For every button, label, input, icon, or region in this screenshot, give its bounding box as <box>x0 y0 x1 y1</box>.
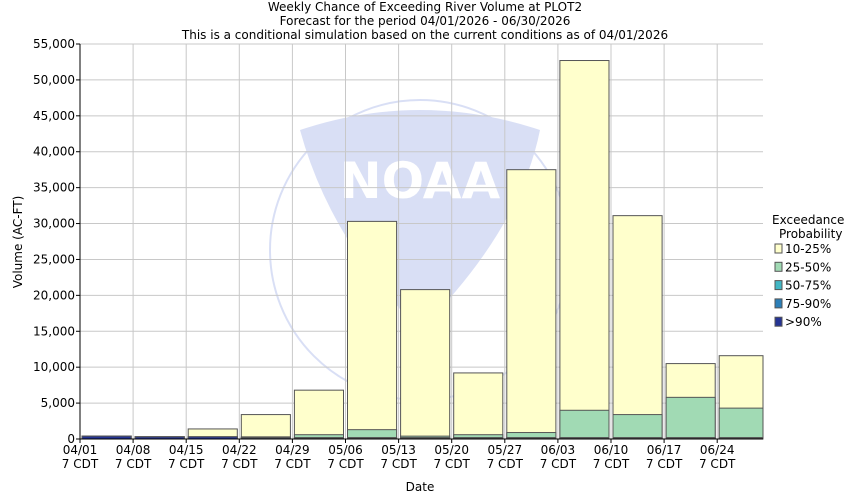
y-tick-label: 40,000 <box>33 145 75 159</box>
axes: 0 5,000 10,000 15,000 20,000 25,000 30,000 35,0… <box>33 37 763 471</box>
legend-label: 75-90% <box>785 297 831 311</box>
legend-swatch <box>774 280 783 291</box>
legend-label: >90% <box>785 315 822 329</box>
legend-label: 10-25% <box>785 242 831 256</box>
x-tick-sublabel: 7 CDT <box>699 457 736 471</box>
x-tick-label: 04/15 <box>169 443 204 457</box>
legend-label: 50-75% <box>785 279 831 293</box>
x-tick-sublabel: 7 CDT <box>487 457 524 471</box>
bar-1025 <box>612 215 663 440</box>
x-tick-sublabel: 7 CDT <box>62 457 99 471</box>
x-tick-label: 06/10 <box>594 443 629 457</box>
y-tick-label: 20,000 <box>33 288 75 302</box>
bar-1025 <box>506 169 557 440</box>
y-tick-label: 50,000 <box>33 73 75 87</box>
x-tick-sublabel: 7 CDT <box>380 457 417 471</box>
x-tick-sublabel: 7 CDT <box>115 457 152 471</box>
legend-swatch <box>774 316 783 327</box>
x-tick-sublabel: 7 CDT <box>327 457 364 471</box>
y-axis-label: Volume (AC-FT) <box>11 196 25 289</box>
legend-swatch <box>774 243 783 254</box>
chart-subtitle-2: This is a conditional simulation based o… <box>181 28 669 42</box>
bar-1025 <box>240 414 291 440</box>
y-tick-label: 30,000 <box>33 217 75 231</box>
legend-title-1: Exceedance <box>772 213 844 227</box>
x-tick-sublabel: 7 CDT <box>274 457 311 471</box>
y-tick-label: 5,000 <box>41 396 75 410</box>
watermark-text: NOAA <box>340 152 501 210</box>
x-tick-label: 05/27 <box>488 443 523 457</box>
x-tick-sublabel: 7 CDT <box>221 457 258 471</box>
bars <box>81 60 764 440</box>
y-tick-label: 10,000 <box>33 360 75 374</box>
x-axis-label: Date <box>406 480 435 494</box>
bar-1025 <box>559 60 610 440</box>
y-tick-label: 55,000 <box>33 37 75 51</box>
chart-subtitle: Forecast for the period 04/01/2026 - 06/… <box>279 14 571 28</box>
bar-2550 <box>665 396 716 440</box>
x-tick-sublabel: 7 CDT <box>646 457 683 471</box>
x-tick-label: 04/08 <box>116 443 151 457</box>
chart-title: Weekly Chance of Exceeding River Volume … <box>267 0 583 14</box>
legend-swatch <box>774 298 783 309</box>
x-tick-sublabel: 7 CDT <box>168 457 205 471</box>
x-tick-label: 05/06 <box>328 443 363 457</box>
x-tick-label: 06/17 <box>647 443 682 457</box>
bar-1025 <box>400 289 451 440</box>
x-tick-label: 04/29 <box>275 443 310 457</box>
bar-2550 <box>718 407 764 440</box>
bar-1025 <box>453 372 504 440</box>
legend-swatch <box>774 261 783 272</box>
bar-2550 <box>612 414 663 440</box>
y-tick-label: 15,000 <box>33 324 75 338</box>
y-tick-label: 35,000 <box>33 181 75 195</box>
bar-2550 <box>559 409 610 440</box>
x-tick-sublabel: 7 CDT <box>540 457 577 471</box>
bar-1025 <box>347 220 398 440</box>
y-tick-label: 0 <box>67 432 75 446</box>
x-tick-sublabel: 7 CDT <box>593 457 630 471</box>
legend: Exceedance Probability 10-25% 25-50% 50-75… <box>772 213 844 329</box>
x-tick-label: 06/03 <box>541 443 576 457</box>
x-tick-label: 06/24 <box>700 443 735 457</box>
legend-title-2: Probability <box>779 227 842 241</box>
y-tick-label: 45,000 <box>33 109 75 123</box>
y-tick-label: 25,000 <box>33 252 75 266</box>
x-tick-label: 04/22 <box>222 443 257 457</box>
x-tick-label: 05/13 <box>381 443 416 457</box>
x-tick-label: 05/20 <box>434 443 469 457</box>
x-tick-label: 04/01 <box>63 443 98 457</box>
legend-label: 25-50% <box>785 260 831 274</box>
x-tick-sublabel: 7 CDT <box>433 457 470 471</box>
bar-1025 <box>293 389 344 440</box>
